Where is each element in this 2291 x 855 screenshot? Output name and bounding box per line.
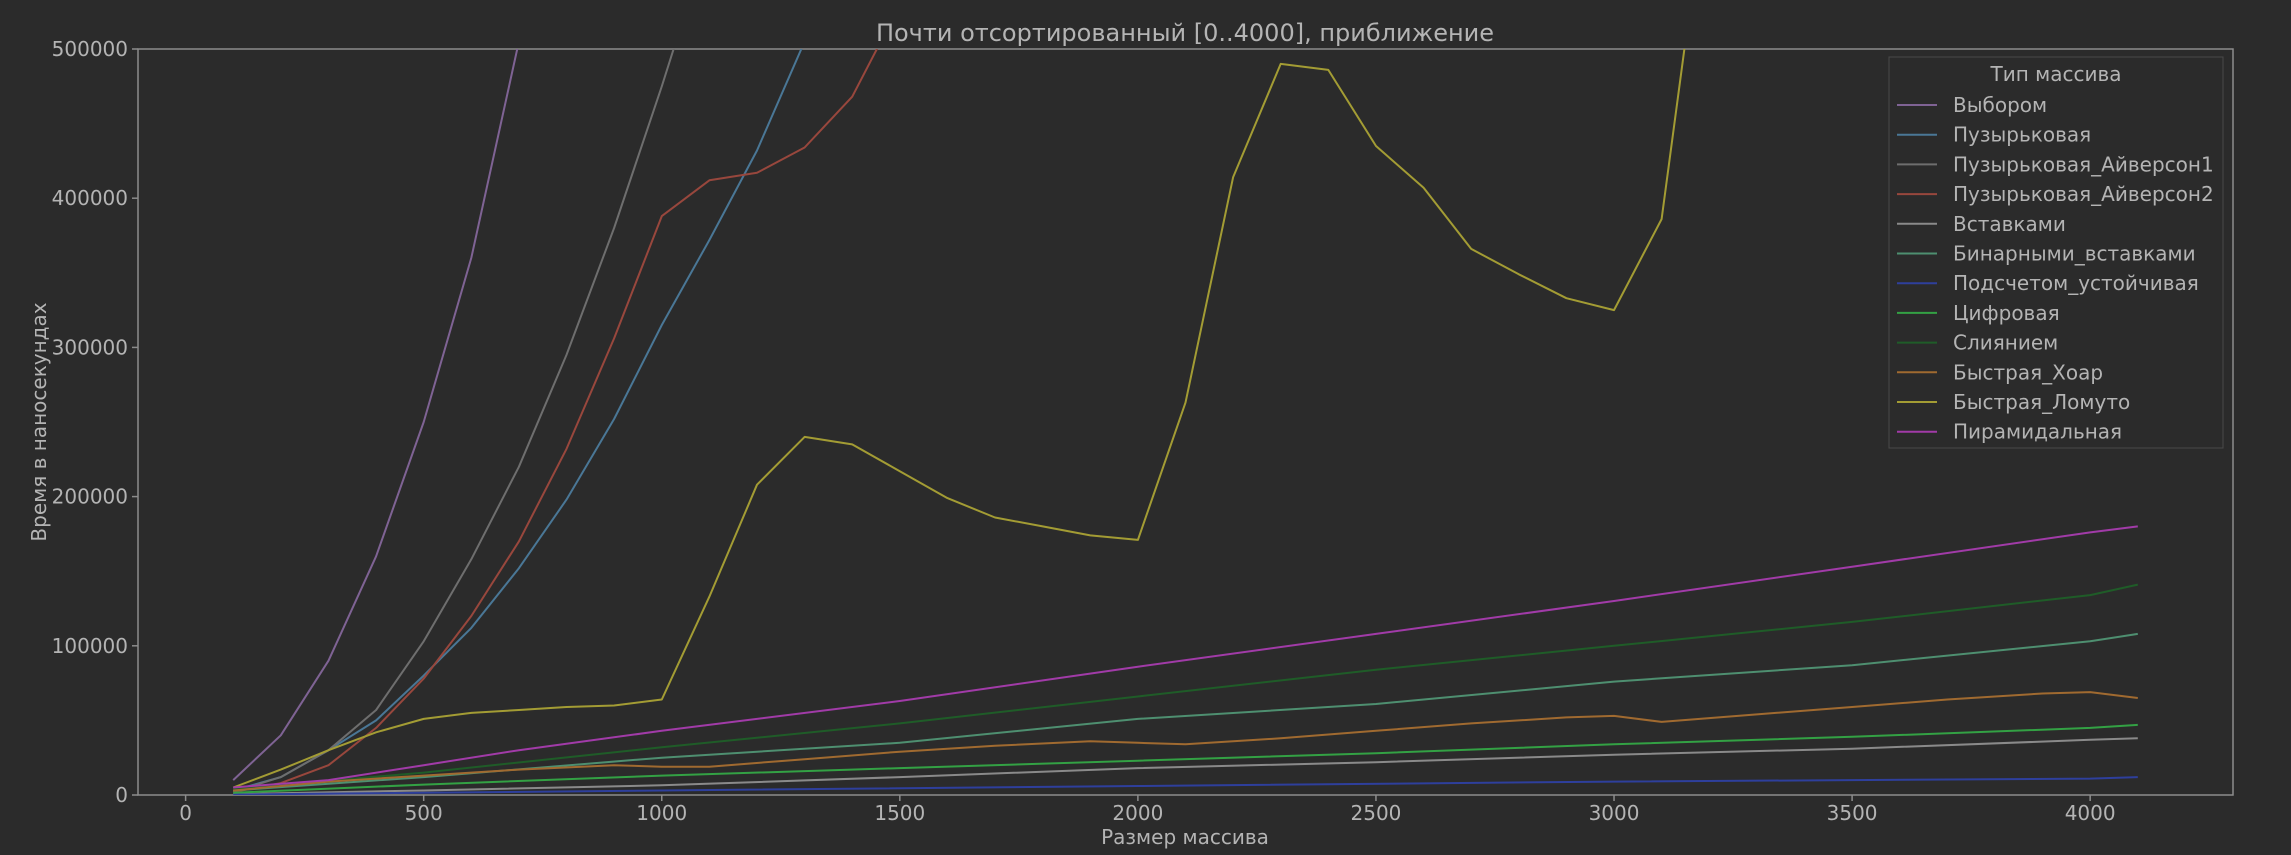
legend-item-label: Цифровая <box>1953 301 2060 325</box>
legend-title: Тип массива <box>1989 62 2121 86</box>
x-tick-label: 1000 <box>636 801 687 825</box>
x-axis-label: Размер массива <box>1101 825 1269 849</box>
legend-item-label: Слиянием <box>1953 331 2058 355</box>
series-line <box>233 723 2138 794</box>
legend-item-label: Вставками <box>1953 212 2066 236</box>
legend-item-label: Пузырьковая_Айверсон2 <box>1953 182 2214 206</box>
plot-frame <box>137 48 2234 796</box>
series-line <box>232 49 519 781</box>
legend-item-label: Быстрая_Хоар <box>1953 360 2103 384</box>
series-line <box>233 525 2138 789</box>
x-tick-label: 2000 <box>1112 801 1163 825</box>
series-line <box>232 49 1686 789</box>
chart-title: Почти отсортированный [0..4000], приближ… <box>876 19 1494 47</box>
series-line <box>233 49 879 793</box>
legend-item-label: Быстрая_Ломуто <box>1953 390 2130 414</box>
y-tick-label: 500000 <box>52 37 128 61</box>
x-tick-label: 4000 <box>2065 801 2116 825</box>
legend-item-label: Пузырьковая <box>1953 123 2091 147</box>
y-tick-label: 200000 <box>52 485 128 509</box>
series-line <box>232 49 675 793</box>
legend-item-label: Бинарными_вставками <box>1953 242 2196 266</box>
x-tick-label: 3000 <box>1589 801 1640 825</box>
series-line <box>233 776 2138 795</box>
y-tick-label: 100000 <box>52 634 128 658</box>
y-tick-label: 0 <box>115 783 128 807</box>
legend-item-label: Пузырьковая_Айверсон1 <box>1953 152 2214 176</box>
legend-item-label: Пирамидальная <box>1953 420 2122 444</box>
legend-item-label: Выбором <box>1953 93 2047 117</box>
legend: Тип массива Выбором Пузырьковая Пузырькова… <box>1888 56 2224 449</box>
x-tick-label: 0 <box>179 801 192 825</box>
x-tick-label: 1500 <box>874 801 925 825</box>
legend-item-label: Подсчетом_устойчивая <box>1953 271 2199 295</box>
y-tick-label: 300000 <box>52 335 128 359</box>
x-tick-label: 3500 <box>1827 801 1878 825</box>
y-axis-label: Время в наносекундах <box>27 302 51 541</box>
y-axis: 0 100000 200000 300000 400000 500000 <box>52 37 138 807</box>
series-line <box>233 583 2139 790</box>
x-tick-label: 500 <box>405 801 443 825</box>
series-line <box>233 737 2138 795</box>
x-tick-label: 2500 <box>1351 801 1402 825</box>
legend-box <box>1888 56 2224 449</box>
series-line <box>233 632 2138 792</box>
series-line <box>232 49 803 792</box>
x-axis: 0 500 1000 1500 2000 2500 3000 3500 4000 <box>179 795 2116 825</box>
y-tick-label: 400000 <box>52 186 128 210</box>
series-lines <box>232 49 2139 795</box>
series-line <box>233 691 2138 792</box>
